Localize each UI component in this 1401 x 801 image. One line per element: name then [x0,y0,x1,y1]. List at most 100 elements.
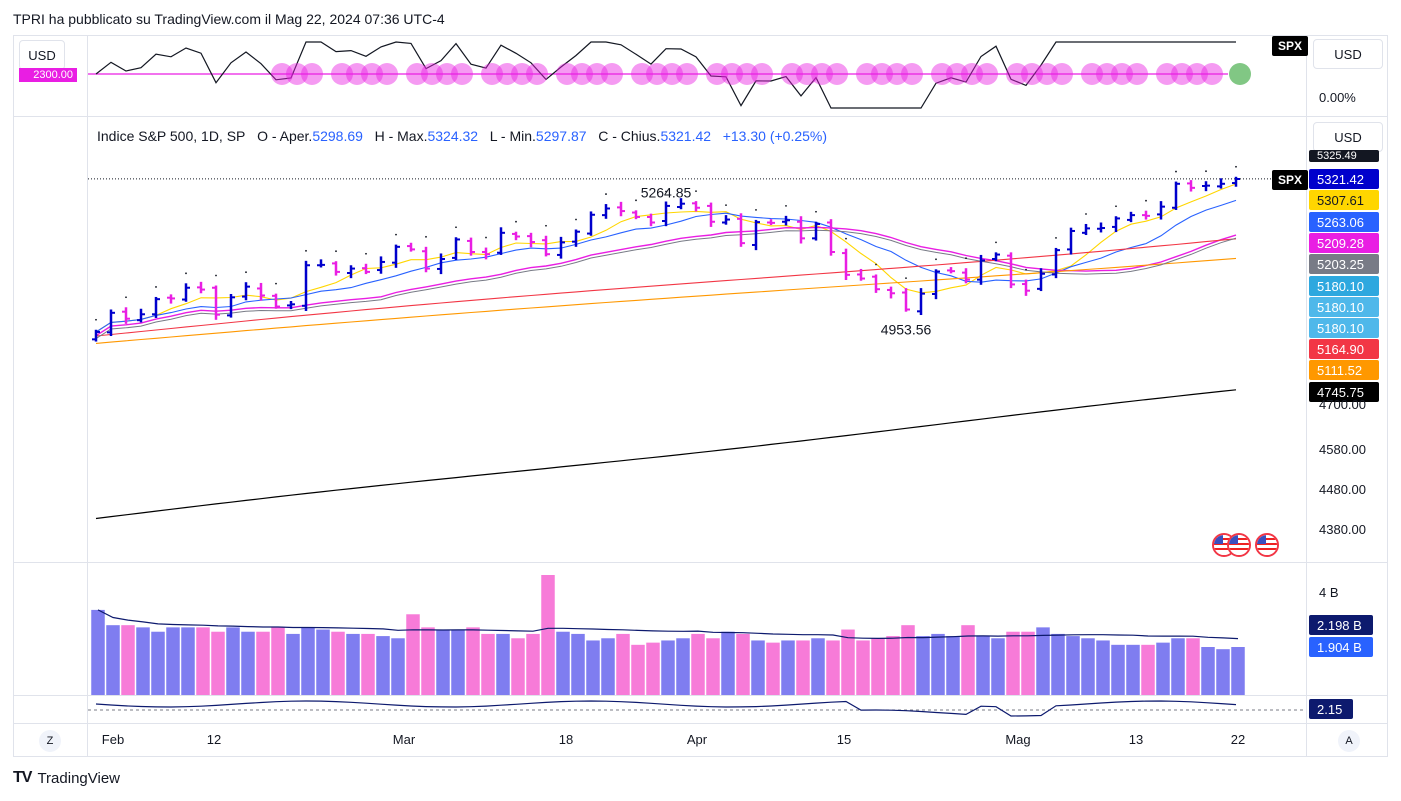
ohlc-bar [887,286,895,299]
price-tag-5: 5209.28 [1309,233,1379,253]
bar-marker-dot [1175,170,1177,173]
time-label-mag: Mag [1005,732,1031,747]
volume-bar [766,642,780,695]
signal-bubble [421,63,443,85]
volume-bar [826,640,840,695]
volume-bar [196,627,210,695]
ma-line-3 [95,226,1237,337]
volume-bar [511,638,525,695]
volume-bar [946,636,960,695]
volume-bar [346,633,360,695]
legend-high-label: H - Max. [374,128,428,144]
bar-marker-dot [125,296,127,299]
event-flag-icon-3[interactable] [1255,533,1279,557]
volume-bar [631,644,645,695]
price-tag-9: 5180.10 [1309,318,1379,338]
bar-marker-dot [365,252,367,255]
signal-bubble [1171,63,1193,85]
bar-marker-dot [875,263,877,266]
pane-separator-osc [13,695,1388,696]
price-annotation: 4953.56 [881,321,932,337]
time-label-mar: Mar [392,732,416,747]
time-label-13: 13 [1128,732,1144,747]
ohlc-bar [557,236,565,259]
oscillator-tag: 2.15 [1309,699,1353,719]
bar-marker-dot [395,233,397,236]
auto-scale-button[interactable]: A [1338,730,1360,752]
volume-bar [286,633,300,695]
price-tag-11: 5111.52 [1309,360,1379,380]
time-label-apr: Apr [686,732,708,747]
signal-bubble [526,63,548,85]
signal-bubble [646,63,668,85]
ohlc-bar [632,199,640,220]
legend-close-label: C - Chius. [598,128,661,144]
price-tag-12: 4745.75 [1309,382,1379,402]
price-tag-8: 5180.10 [1309,297,1379,317]
bar-marker-dot [1235,165,1237,168]
volume-bar [271,627,285,695]
price-axis-label-3: 4480.00 [1319,482,1366,497]
ohlc-bar [722,204,730,225]
volume-bar [316,629,330,695]
price-tag-3: 5307.61 [1309,190,1379,210]
pane-separator-volume [13,562,1388,563]
signal-bubble [571,63,593,85]
ohlc-bar [1127,211,1135,223]
bar-marker-dot [635,199,637,202]
signal-bubble [736,63,758,85]
volume-bar [391,638,405,695]
volume-bar [886,636,900,695]
ohlc-bar [1232,165,1240,187]
ohlc-bar [377,256,385,274]
bar-marker-dot [845,237,847,240]
volume-bar [451,629,465,695]
signal-bubble [811,63,833,85]
tradingview-logo[interactable]: TV TradingView [13,769,120,787]
ohlc-bar [512,220,520,241]
volume-ma-line [97,609,1239,640]
signal-bubble [556,63,578,85]
volume-bar [1021,631,1035,695]
bar-marker-dot [1205,170,1207,173]
ohlc-bar [647,213,655,227]
bar-marker-dot [215,274,217,277]
timezone-button[interactable]: Z [39,730,61,752]
volume-bar [1111,644,1125,695]
bar-marker-dot [335,250,337,253]
signal-bubble [451,63,473,85]
volume-bar [901,625,915,695]
ohlc-bar [1037,268,1045,292]
event-flag-icon-2[interactable] [1227,533,1251,557]
signal-bubble [886,63,908,85]
signal-bubble [961,63,983,85]
bar-marker-dot [815,210,817,213]
top-right-currency-button[interactable]: USD [1313,39,1383,69]
bar-marker-dot [455,226,457,229]
volume-bar [421,627,435,695]
price-annotation: 5264.85 [641,185,692,201]
ohlc-bar [992,241,1000,262]
signal-bubble [856,63,878,85]
price-axis-label-4: 4380.00 [1319,522,1366,537]
ohlc-bar [1217,178,1225,189]
bar-marker-dot [1115,205,1117,208]
signal-bubble [346,63,368,85]
ohlc-bar [572,218,580,247]
ohlc-bar [1022,268,1030,296]
main-currency-button[interactable]: USD [1313,122,1383,152]
ohlc-bar [452,226,460,261]
volume-bar [211,631,225,695]
signal-bubble [1186,63,1208,85]
volume-bar [796,640,810,695]
bar-marker-dot [95,318,97,321]
signal-bubble [976,63,998,85]
ohlc-bar [872,263,880,293]
signal-bubble [511,63,533,85]
ohlc-bar [107,309,115,337]
signal-bubble [661,63,683,85]
volume-bar [256,631,270,695]
volume-bar [466,627,480,695]
top-left-currency-button[interactable]: USD [19,40,65,70]
price-chart[interactable]: 5264.85 4953.56 [88,117,1306,562]
